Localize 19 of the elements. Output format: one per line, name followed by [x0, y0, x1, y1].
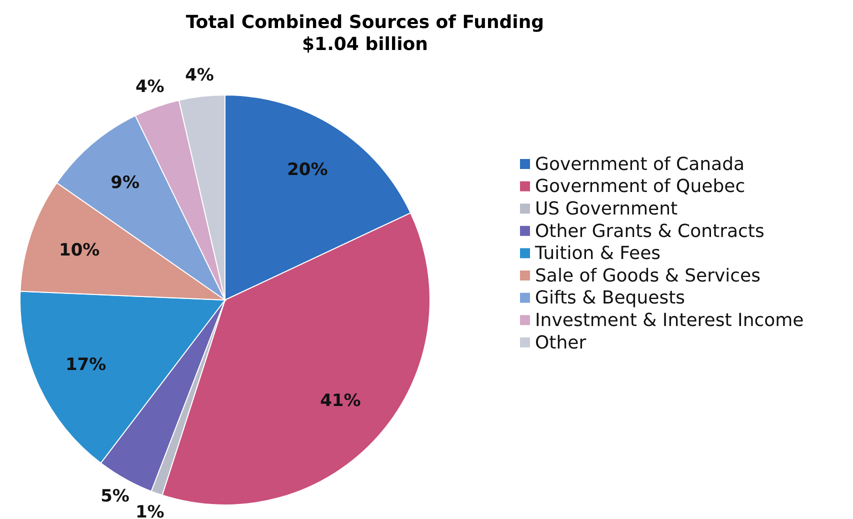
- data-label: 17%: [65, 354, 106, 375]
- legend-label: Tuition & Fees: [534, 243, 661, 264]
- legend-label: Investment & Interest Income: [535, 310, 804, 332]
- data-label: 4%: [185, 66, 214, 86]
- data-label: 1%: [135, 502, 164, 519]
- data-label: 41%: [320, 391, 361, 412]
- legend-label: Gifts & Bequests: [535, 288, 686, 309]
- legend-label: Government of Quebec: [535, 176, 746, 198]
- data-label: 10%: [58, 240, 100, 260]
- legend-label: Other Grants & Contracts: [535, 220, 764, 242]
- chart-title: Total Combined Sources of Funding $1.04 billion: [186, 12, 544, 55]
- data-label: 5%: [100, 486, 130, 507]
- data-label: 20%: [287, 160, 328, 180]
- data-label: 9%: [110, 172, 140, 193]
- legend-label: Sale of Goods & Services: [535, 265, 760, 286]
- legend-label: US Government: [535, 198, 678, 220]
- legend-label: Other: [535, 332, 587, 354]
- legend-label: Government of Canada: [535, 154, 745, 175]
- data-label: 4%: [135, 77, 164, 98]
